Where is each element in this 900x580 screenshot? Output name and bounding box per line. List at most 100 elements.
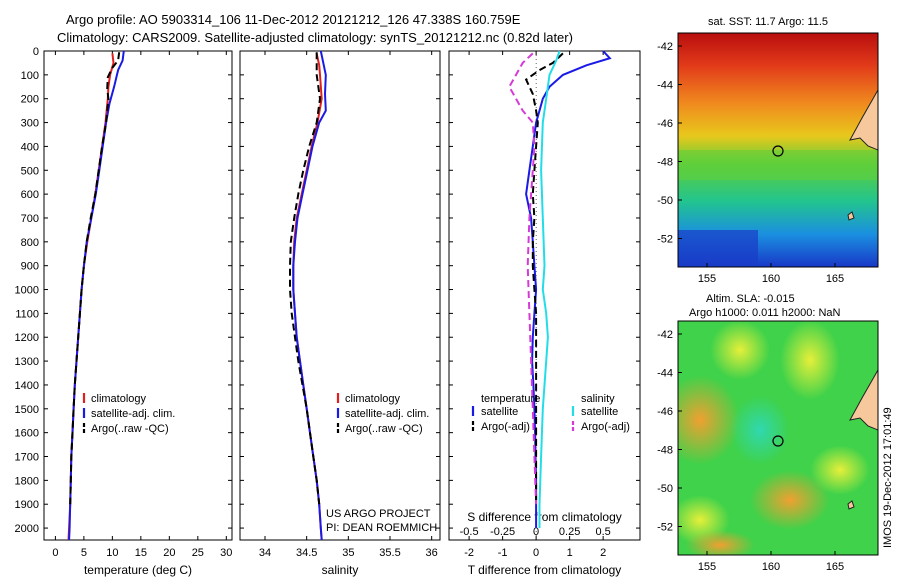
temperature-xtick-label: 0	[52, 547, 58, 559]
sla-map-lon-label: 155	[698, 561, 716, 573]
differences-xlabel-top: S difference from climatology	[467, 510, 622, 524]
credit-line1: US ARGO PROJECT	[326, 508, 431, 520]
depth-tick-label: 0	[33, 46, 39, 58]
temperature-series-satellite	[68, 50, 125, 541]
differences-series-argo	[524, 52, 564, 505]
depth-tick-label: 200	[21, 94, 39, 106]
sla-map-lon-label: 160	[762, 561, 780, 573]
depth-tick-label: 1200	[15, 332, 39, 344]
differences-s-tick-label: 0.25	[559, 526, 580, 538]
salinity-xtick-label: 34.5	[296, 547, 317, 559]
depth-tick-label: 1600	[15, 428, 39, 440]
difference-profile-panel: -2 -1 0 1 2 T difference from climatology -0.5…	[448, 50, 641, 577]
temperature-legend-label: climatology	[91, 393, 147, 405]
sst-map-lat-label: -42	[657, 41, 673, 53]
sla-map-title1: Altim. SLA: -0.015	[706, 293, 795, 305]
temperature-xtick-label: 5	[81, 547, 87, 559]
depth-tick-label: 1300	[15, 356, 39, 368]
salinity-series-argo	[289, 52, 322, 505]
temperature-xtick-label: 25	[192, 547, 204, 559]
differences-s-tick-label: -0.25	[490, 526, 515, 538]
differences-legend-label: Argo(-adj)	[581, 421, 630, 433]
sst-map-lat-label: -44	[657, 80, 673, 92]
differences-plot-frame	[448, 50, 641, 541]
sst-map-title: sat. SST: 11.7 Argo: 11.5	[708, 16, 828, 28]
sst-map-lon-label: 165	[826, 273, 844, 285]
sla-map-lon-label: 165	[826, 561, 844, 573]
sla-map-lat-label: -52	[657, 522, 673, 534]
salinity-series-satellite	[292, 50, 327, 541]
sst-map-lat-label: -50	[657, 195, 673, 207]
depth-tick-label: 900	[21, 261, 39, 273]
depth-tick-label: 700	[21, 213, 39, 225]
sla-map-title2: Argo h1000: 0.011 h2000: NaN	[689, 307, 841, 319]
depth-tick-label: 1100	[15, 308, 39, 320]
differences-series-sal_satellite	[538, 50, 561, 529]
sla-map-lat-label: -46	[657, 406, 673, 418]
temperature-legend-label: satellite-adj. clim.	[91, 408, 175, 420]
temperature-series-argo	[69, 52, 121, 505]
depth-tick-label: 800	[21, 237, 39, 249]
salinity-legend-label: satellite-adj. clim.	[345, 408, 429, 420]
depth-tick-label: 2000	[15, 523, 39, 535]
differences-xlabel: T difference from climatology	[468, 563, 622, 577]
differences-xtick-label: 2	[600, 547, 606, 559]
sla-map-argo-marker	[772, 435, 784, 447]
sst-map-lat-label: -48	[657, 157, 673, 169]
sst-map-image	[678, 33, 878, 267]
differences-legend-label: satellite	[581, 406, 618, 418]
temperature-xtick-label: 20	[163, 547, 175, 559]
salinity-xtick-label: 36	[426, 547, 438, 559]
differences-legend-label: Argo(-adj)	[481, 421, 530, 433]
differences-legend-header: salinity	[581, 393, 615, 405]
sst-map-lon-label: 155	[698, 273, 716, 285]
depth-tick-label: 1700	[15, 452, 39, 464]
differences-legend-header: temperature	[481, 393, 540, 405]
credit-line2: PI: DEAN ROEMMICH	[326, 522, 437, 534]
depth-tick-label: 1000	[15, 285, 39, 297]
sla-map-frame	[677, 320, 879, 556]
salinity-xtick-label: 34	[259, 547, 271, 559]
sst-map-panel: sat. SST: 11.7 Argo: 11.5 155 160 165 -42 -4…	[657, 16, 879, 285]
differences-xtick-label: -1	[498, 547, 508, 559]
depth-tick-label: 500	[21, 165, 39, 177]
depth-tick-label: 1400	[15, 380, 39, 392]
differences-legend-label: satellite	[481, 406, 518, 418]
depth-tick-label: 300	[21, 118, 39, 130]
sla-map-image	[678, 321, 878, 555]
sla-map-lat-label: -42	[657, 329, 673, 341]
sla-map-lat-label: -48	[657, 445, 673, 457]
differences-xtick-label: -2	[464, 547, 474, 559]
figure-title-line2: Climatology: CARS2009. Satellite-adjuste…	[57, 30, 573, 45]
depth-tick-label: 400	[21, 141, 39, 153]
sla-map-panel: Altim. SLA: -0.015 Argo h1000: 0.011 h20…	[657, 293, 879, 573]
temperature-plot-frame	[43, 50, 233, 541]
sst-map-lat-label: -52	[657, 234, 673, 246]
differences-series-sal_argo	[508, 52, 538, 505]
temperature-xlabel: temperature (deg C)	[84, 563, 192, 577]
depth-tick-label: 100	[21, 70, 39, 82]
temperature-xtick-label: 15	[135, 547, 147, 559]
salinity-legend-label: Argo(..raw -QC)	[345, 423, 423, 435]
depth-tick-label: 1800	[15, 475, 39, 487]
temperature-xtick-label: 30	[220, 547, 232, 559]
differences-s-tick-label: 0.5	[595, 526, 610, 538]
salinity-xtick-label: 35.5	[379, 547, 400, 559]
depth-tick-label: 1500	[15, 404, 39, 416]
salinity-legend-label: climatology	[345, 393, 401, 405]
salinity-xtick-label: 35	[342, 547, 354, 559]
differences-xtick-label: 1	[567, 547, 573, 559]
sst-map-lon-label: 160	[762, 273, 780, 285]
sst-map-argo-marker	[772, 145, 784, 157]
salinity-profile-panel: 34 34.5 35 35.5 36 salinity climatology satelli…	[239, 50, 441, 577]
temperature-legend-label: Argo(..raw -QC)	[91, 423, 169, 435]
depth-tick-label: 1900	[15, 499, 39, 511]
temperature-xtick-label: 10	[106, 547, 118, 559]
sla-map-lat-label: -44	[657, 368, 673, 380]
temperature-profile-panel: 0100200300400500600700800900100011001200…	[15, 46, 233, 577]
sst-map-frame	[677, 32, 879, 268]
depth-tick-label: 600	[21, 189, 39, 201]
figure-title-line1: Argo profile: AO 5903314_106 11-Dec-2012…	[66, 12, 521, 27]
differences-s-tick-label: -0.5	[460, 526, 479, 538]
